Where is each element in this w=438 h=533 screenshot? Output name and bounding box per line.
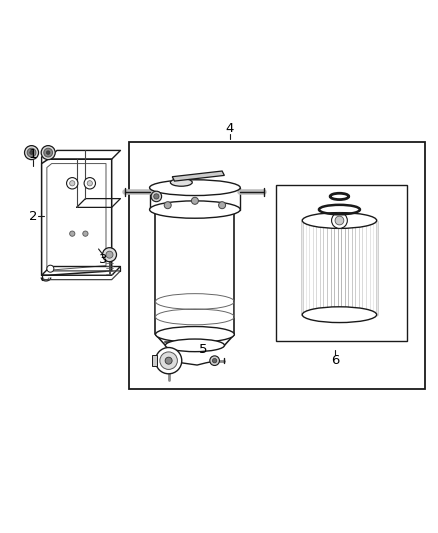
Circle shape [155, 348, 182, 374]
Circle shape [46, 151, 50, 155]
Text: 5: 5 [199, 343, 208, 356]
Bar [129, 142, 425, 389]
Circle shape [210, 356, 219, 366]
Circle shape [70, 181, 75, 186]
Circle shape [219, 201, 226, 209]
Ellipse shape [149, 180, 240, 196]
Ellipse shape [149, 201, 240, 218]
Circle shape [25, 146, 39, 159]
Text: 2: 2 [28, 209, 37, 223]
Circle shape [191, 197, 198, 204]
Circle shape [70, 231, 75, 236]
Circle shape [154, 194, 159, 199]
Circle shape [164, 201, 171, 209]
Circle shape [67, 177, 78, 189]
Circle shape [160, 352, 177, 369]
Circle shape [212, 359, 217, 363]
Text: 3: 3 [99, 253, 107, 266]
Text: 4: 4 [226, 122, 234, 135]
Ellipse shape [302, 307, 377, 322]
Circle shape [47, 265, 54, 272]
Ellipse shape [166, 339, 224, 352]
Ellipse shape [170, 179, 192, 186]
Circle shape [332, 213, 347, 229]
Circle shape [165, 357, 172, 364]
Circle shape [27, 148, 36, 157]
Circle shape [102, 248, 117, 262]
Text: 1: 1 [28, 148, 37, 161]
Polygon shape [172, 171, 224, 181]
Circle shape [83, 231, 88, 236]
Text: 6: 6 [331, 354, 339, 367]
Circle shape [87, 181, 92, 186]
Ellipse shape [302, 213, 377, 229]
Circle shape [335, 216, 344, 225]
Bar [152, 356, 157, 366]
Ellipse shape [155, 201, 234, 217]
Circle shape [44, 148, 53, 157]
Circle shape [106, 251, 113, 258]
Bar [276, 185, 407, 341]
Ellipse shape [155, 327, 234, 342]
Circle shape [30, 151, 33, 155]
Circle shape [41, 146, 55, 159]
Circle shape [151, 191, 162, 201]
Circle shape [84, 177, 95, 189]
